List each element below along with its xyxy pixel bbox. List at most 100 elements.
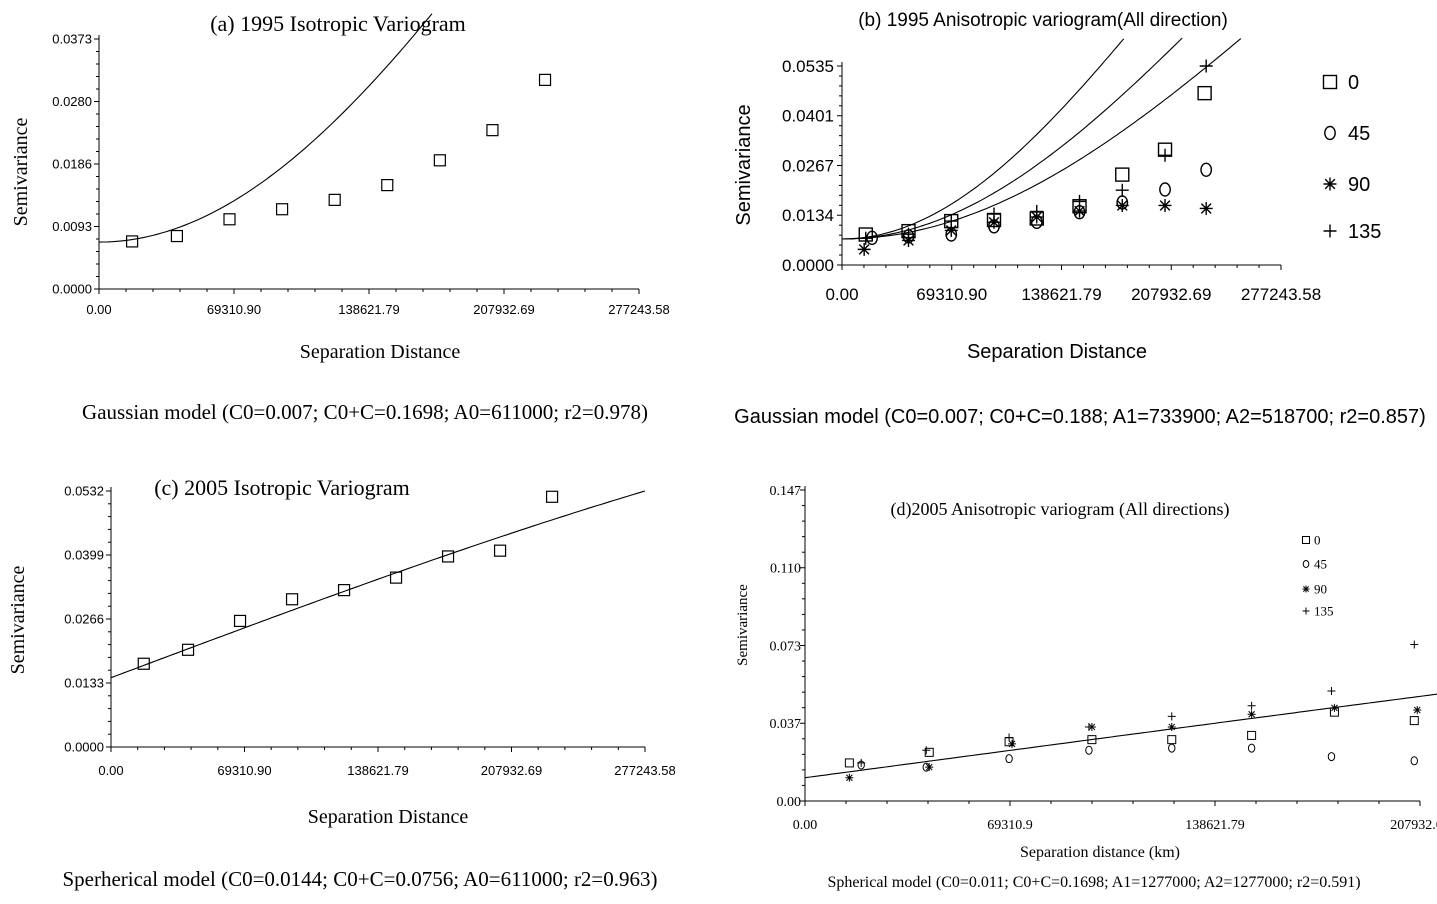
data-point-plus bbox=[1030, 204, 1044, 218]
data-point-asterisk bbox=[857, 242, 871, 256]
legend-marker-asterisk bbox=[1323, 177, 1337, 191]
data-point-square bbox=[441, 550, 455, 563]
x-tick-label: 0.00 bbox=[98, 763, 123, 778]
x-tick-label: 0.00 bbox=[86, 302, 111, 317]
data-point-square bbox=[223, 213, 236, 226]
model-curve bbox=[110, 490, 646, 679]
data-point-circle bbox=[1005, 754, 1013, 764]
data-point-plus bbox=[1005, 733, 1014, 742]
data-point-plus bbox=[1073, 194, 1087, 208]
data-point-square bbox=[328, 193, 341, 206]
data-point-square bbox=[493, 544, 507, 557]
panel-c-caption: Sperherical model (C0=0.0144; C0+C=0.075… bbox=[62, 867, 657, 891]
data-point-square bbox=[433, 154, 446, 167]
y-tick-label: 0.0280 bbox=[52, 94, 92, 109]
legend-label: 90 bbox=[1348, 174, 1370, 196]
data-point-square bbox=[1247, 730, 1257, 740]
panel-b-title: (b) 1995 Anisotropic variogram(All direc… bbox=[858, 10, 1228, 31]
data-point-plus bbox=[944, 214, 958, 228]
data-point-plus bbox=[922, 746, 931, 755]
y-tick-label: 0.0134 bbox=[782, 206, 834, 225]
panel-a-xlabel: Separation Distance bbox=[300, 341, 461, 363]
model-curve bbox=[98, 13, 433, 243]
panel-a: 0.0000 0.0093 0.0186 0.0280 0.0373 0.00 69310.… bbox=[52, 13, 670, 317]
data-point-asterisk bbox=[845, 773, 854, 782]
data-point-asterisk bbox=[944, 223, 958, 237]
x-tick-label: 277243.58 bbox=[1241, 285, 1321, 304]
y-tick-label: 0.0535 bbox=[782, 57, 834, 76]
data-point-plus bbox=[1167, 712, 1176, 721]
data-point-circle bbox=[1410, 756, 1418, 766]
x-tick-label: 0.00 bbox=[793, 818, 818, 833]
data-point-circle bbox=[1200, 162, 1213, 177]
data-point-square bbox=[924, 747, 934, 757]
panel-c-ylabel: Semivariance bbox=[7, 565, 29, 674]
data-point-square bbox=[137, 657, 150, 670]
panel-c-xlabel: Separation Distance bbox=[308, 806, 469, 828]
y-tick-label: 0.073 bbox=[770, 639, 802, 654]
y-tick-label: 0.0373 bbox=[52, 32, 92, 47]
data-point-plus bbox=[1247, 701, 1256, 710]
legend-label: 135 bbox=[1348, 221, 1381, 243]
legend-label: 0 bbox=[1314, 533, 1321, 548]
data-point-square bbox=[538, 73, 552, 86]
legend-label: 0 bbox=[1348, 72, 1359, 94]
y-tick-label: 0.0532 bbox=[64, 484, 104, 499]
data-point-square bbox=[486, 124, 499, 137]
panel-b-ylabel: Semivariance bbox=[733, 104, 755, 225]
y-tick-label: 0.0401 bbox=[782, 107, 834, 126]
data-point-circle bbox=[1327, 752, 1336, 762]
x-tick-label: 69310.90 bbox=[207, 302, 261, 317]
data-point-asterisk bbox=[1073, 204, 1087, 218]
panel-a-caption: Gaussian model (C0=0.007; C0+C=0.1698; A… bbox=[82, 400, 648, 424]
panel-c-title: (c) 2005 Isotropic Variogram bbox=[154, 475, 410, 500]
data-point-plus bbox=[987, 207, 1001, 221]
data-point-square bbox=[1167, 735, 1177, 745]
data-point-asterisk bbox=[1199, 201, 1213, 215]
data-point-square bbox=[337, 584, 351, 597]
panel-a-title: (a) 1995 Isotropic Variogram bbox=[210, 11, 466, 36]
data-point-asterisk bbox=[1158, 198, 1172, 212]
data-point-square bbox=[545, 490, 559, 503]
x-tick-label: 69310.90 bbox=[217, 763, 271, 778]
panel-d-ylabel: Semivariance bbox=[735, 584, 751, 666]
data-point-square bbox=[233, 614, 247, 628]
model-curve bbox=[841, 38, 1242, 240]
y-tick-label: 0.0267 bbox=[782, 156, 834, 175]
data-point-square bbox=[275, 203, 289, 216]
legend-label: 135 bbox=[1314, 604, 1334, 619]
y-tick-label: 0.0399 bbox=[64, 548, 104, 563]
x-tick-label: 277243.58 bbox=[614, 763, 675, 778]
data-point-square bbox=[181, 643, 195, 656]
data-point-plus bbox=[857, 758, 866, 767]
panel-c: 0.0000 0.0133 0.0266 0.0399 0.0532 0.00 69310.… bbox=[64, 484, 675, 778]
panel-b: 0.0000 0.0134 0.0267 0.0401 0.0535 0.00 69310.… bbox=[782, 37, 1381, 304]
panel-b-xlabel: Separation Distance bbox=[967, 341, 1147, 363]
model-curve bbox=[841, 38, 1125, 240]
data-point-asterisk bbox=[987, 215, 1001, 229]
x-tick-label: 207932.69 bbox=[1390, 818, 1437, 833]
x-tick-label: 277243.58 bbox=[608, 302, 669, 317]
model-curve bbox=[841, 37, 1183, 240]
legend-marker-asterisk bbox=[1302, 585, 1310, 593]
data-point-asterisk bbox=[1167, 722, 1176, 731]
legend-marker-circle bbox=[1302, 560, 1310, 568]
x-tick-label: 138621.79 bbox=[1021, 285, 1101, 304]
x-tick-label: 138621.79 bbox=[338, 302, 399, 317]
data-point-square bbox=[170, 229, 184, 243]
y-tick-label: 0.0000 bbox=[52, 282, 92, 297]
legend-marker-plus bbox=[1323, 224, 1337, 238]
data-point-square bbox=[1087, 735, 1097, 745]
data-point-asterisk bbox=[1008, 739, 1017, 748]
y-tick-label: 0.037 bbox=[770, 717, 802, 732]
y-tick-label: 0.110 bbox=[770, 562, 801, 577]
data-point-plus bbox=[1199, 59, 1213, 73]
y-tick-label: 0.0133 bbox=[64, 676, 104, 691]
y-tick-label: 0.0000 bbox=[64, 740, 104, 755]
data-point-square bbox=[285, 593, 299, 606]
data-point-square bbox=[844, 758, 854, 768]
x-tick-label: 0.00 bbox=[825, 285, 858, 304]
data-point-asterisk bbox=[1413, 706, 1422, 715]
panel-b-caption: Gaussian model (C0=0.007; C0+C=0.188; A1… bbox=[734, 406, 1426, 428]
